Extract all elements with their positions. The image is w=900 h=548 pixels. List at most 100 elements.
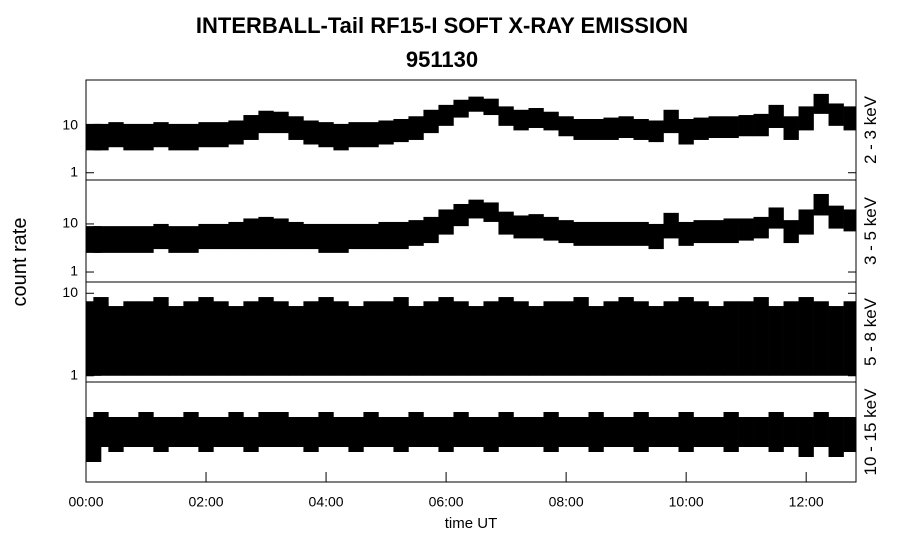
data-band — [183, 412, 199, 447]
data-band — [588, 118, 604, 140]
data-band — [663, 417, 679, 447]
data-band — [603, 221, 619, 246]
y-tick-label: 10 — [62, 117, 78, 133]
data-band — [228, 412, 244, 447]
data-band — [273, 111, 289, 134]
data-band — [423, 417, 439, 447]
data-band — [558, 301, 574, 376]
data-band — [528, 306, 544, 376]
data-band — [483, 202, 499, 222]
data-band — [288, 221, 304, 250]
data-band — [543, 301, 559, 376]
data-band — [783, 116, 799, 140]
data-band — [843, 209, 856, 232]
data-band — [543, 111, 559, 131]
data-band — [498, 211, 514, 235]
data-band — [273, 301, 289, 376]
data-band — [213, 417, 229, 447]
data-band — [213, 122, 229, 148]
data-band — [93, 297, 109, 376]
data-band — [603, 417, 619, 447]
data-band — [813, 301, 829, 376]
data-band — [198, 417, 214, 452]
data-band — [498, 412, 514, 447]
data-band — [168, 123, 184, 151]
data-band — [618, 297, 634, 376]
data-band — [783, 417, 799, 447]
data-band — [678, 412, 694, 452]
data-band — [633, 412, 649, 452]
data-band — [678, 221, 694, 246]
data-band — [258, 412, 274, 447]
data-band — [168, 417, 184, 447]
data-band — [573, 297, 589, 376]
data-band — [363, 412, 379, 447]
data-band — [243, 301, 259, 376]
data-band — [768, 412, 784, 452]
data-band — [303, 417, 319, 452]
data-band — [498, 297, 514, 376]
data-band — [303, 223, 319, 250]
data-band — [453, 203, 469, 227]
data-band — [393, 118, 409, 143]
data-band — [138, 412, 154, 447]
data-band — [363, 122, 379, 148]
data-band — [138, 301, 154, 376]
data-band — [618, 417, 634, 447]
data-band — [408, 306, 424, 376]
data-band — [483, 417, 499, 452]
data-band — [423, 109, 439, 134]
data-band — [318, 412, 334, 447]
data-band — [153, 297, 169, 376]
data-band — [333, 301, 349, 376]
data-band — [378, 120, 394, 145]
data-band — [198, 122, 214, 148]
data-band — [753, 216, 769, 239]
data-band — [213, 223, 229, 250]
data-band — [138, 123, 154, 151]
data-band — [378, 417, 394, 447]
data-band — [588, 221, 604, 246]
data-band — [738, 218, 754, 241]
data-band — [303, 301, 319, 376]
panel-label: 10 - 15 keV — [861, 388, 880, 476]
panel-label: 2 - 3 keV — [861, 95, 880, 164]
chart-subtitle: 951130 — [406, 47, 478, 72]
data-band — [258, 110, 274, 134]
data-band — [708, 116, 724, 139]
y-axis-label: count rate — [9, 218, 31, 307]
data-band — [843, 301, 856, 376]
data-band — [798, 106, 814, 131]
data-band — [753, 417, 769, 447]
y-tick-label: 1 — [70, 263, 78, 279]
y-tick-label: 1 — [70, 163, 78, 179]
data-band — [453, 301, 469, 376]
panel-label: 5 - 8 keV — [861, 297, 880, 366]
data-band — [273, 412, 289, 447]
data-band — [303, 120, 319, 145]
data-band — [183, 301, 199, 376]
data-band — [723, 412, 739, 452]
data-band — [288, 306, 304, 376]
data-band — [348, 122, 364, 148]
x-tick-label: 10:00 — [669, 494, 704, 510]
data-band — [513, 109, 529, 131]
chart-title: INTERBALL-Tail RF15-I SOFT X-RAY EMISSIO… — [196, 13, 688, 38]
data-band — [348, 223, 364, 250]
data-band — [738, 417, 754, 447]
data-band — [228, 120, 244, 145]
data-band — [468, 417, 484, 447]
data-band — [828, 205, 844, 229]
data-band — [753, 297, 769, 376]
data-band — [468, 199, 484, 219]
x-tick-label: 08:00 — [549, 494, 584, 510]
data-band — [393, 221, 409, 250]
data-band — [528, 417, 544, 447]
data-band — [648, 417, 664, 447]
data-band — [738, 301, 754, 376]
data-band — [558, 417, 574, 447]
data-band — [243, 218, 259, 250]
data-band — [453, 99, 469, 118]
data-band — [813, 193, 829, 216]
